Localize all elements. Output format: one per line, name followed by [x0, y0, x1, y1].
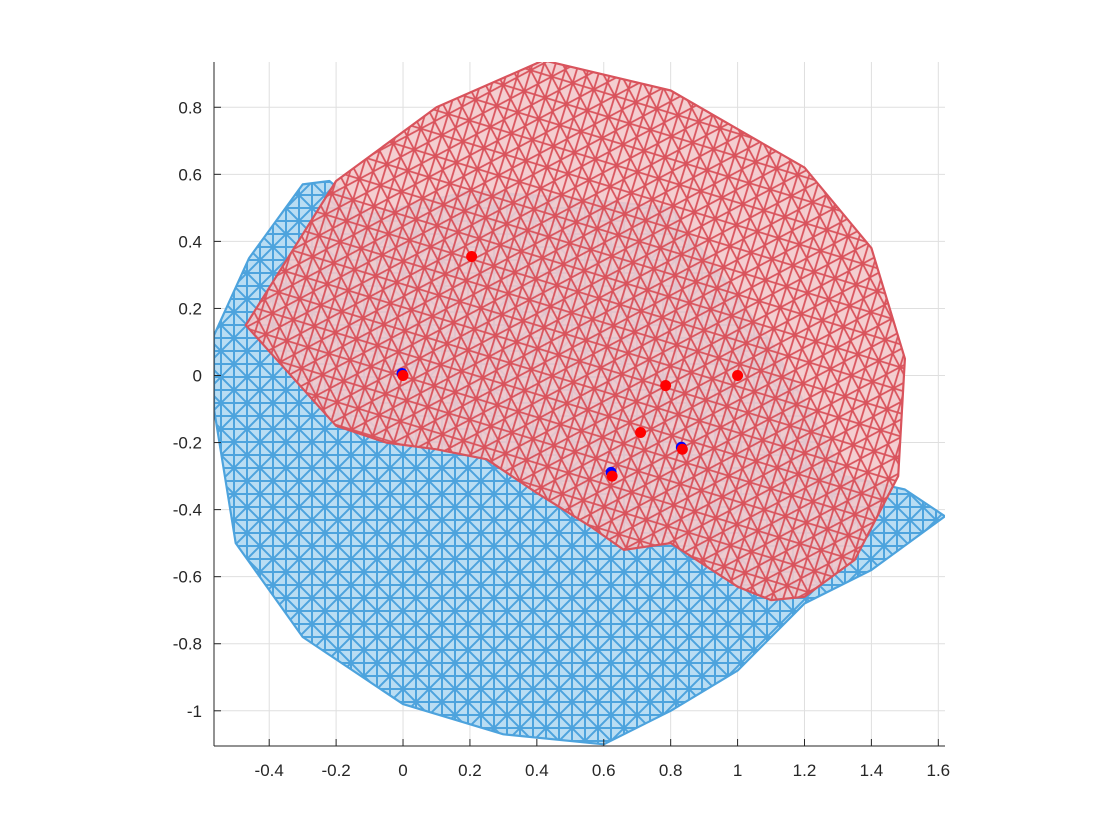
- x-tick-label: 1: [733, 761, 742, 780]
- x-tick-label: -0.2: [321, 761, 350, 780]
- x-tick-label: 0.2: [458, 761, 482, 780]
- points-layer: [396, 250, 744, 482]
- x-tick-labels: -0.4 -0.2 0 0.2 0.4 0.6 0.8 1 1.2 1.4 1.6: [255, 761, 951, 780]
- red-point: [732, 370, 744, 381]
- x-tick-label: 0.8: [659, 761, 683, 780]
- y-tick-label: -0.4: [173, 501, 202, 520]
- x-tick-label: 0.6: [592, 761, 616, 780]
- y-tick-label: -0.2: [173, 434, 202, 453]
- x-tick-label: 1.4: [860, 761, 884, 780]
- x-tick-label: 1.6: [926, 761, 950, 780]
- y-tick-label: 0.2: [178, 299, 202, 318]
- y-tick-label: -0.8: [173, 635, 202, 654]
- y-tick-label: -0.6: [173, 568, 202, 587]
- axes: [213, 62, 945, 747]
- red-point: [606, 470, 618, 482]
- y-tick-label: 0: [193, 367, 202, 386]
- red-mesh-region-wireframe: [244, 62, 907, 602]
- y-tick-labels: 0.8 0.6 0.4 0.2 0 -0.2 -0.4 -0.6 -0.8 -1: [173, 98, 202, 721]
- red-point: [660, 380, 672, 392]
- x-tick-label: 0.4: [525, 761, 549, 780]
- x-tick-label: 1.2: [793, 761, 817, 780]
- y-tick-label: 0.8: [178, 98, 202, 117]
- red-point: [466, 250, 478, 262]
- red-point: [676, 443, 688, 455]
- y-tick-label: 0.4: [178, 232, 202, 251]
- red-point: [397, 370, 409, 381]
- mesh-layer: [214, 62, 945, 746]
- x-tick-label: -0.4: [255, 761, 284, 780]
- red-point: [635, 427, 647, 438]
- y-tick-label: 0.6: [178, 165, 202, 184]
- x-tick-label: 0: [398, 761, 407, 780]
- y-tick-label: -1: [187, 702, 202, 721]
